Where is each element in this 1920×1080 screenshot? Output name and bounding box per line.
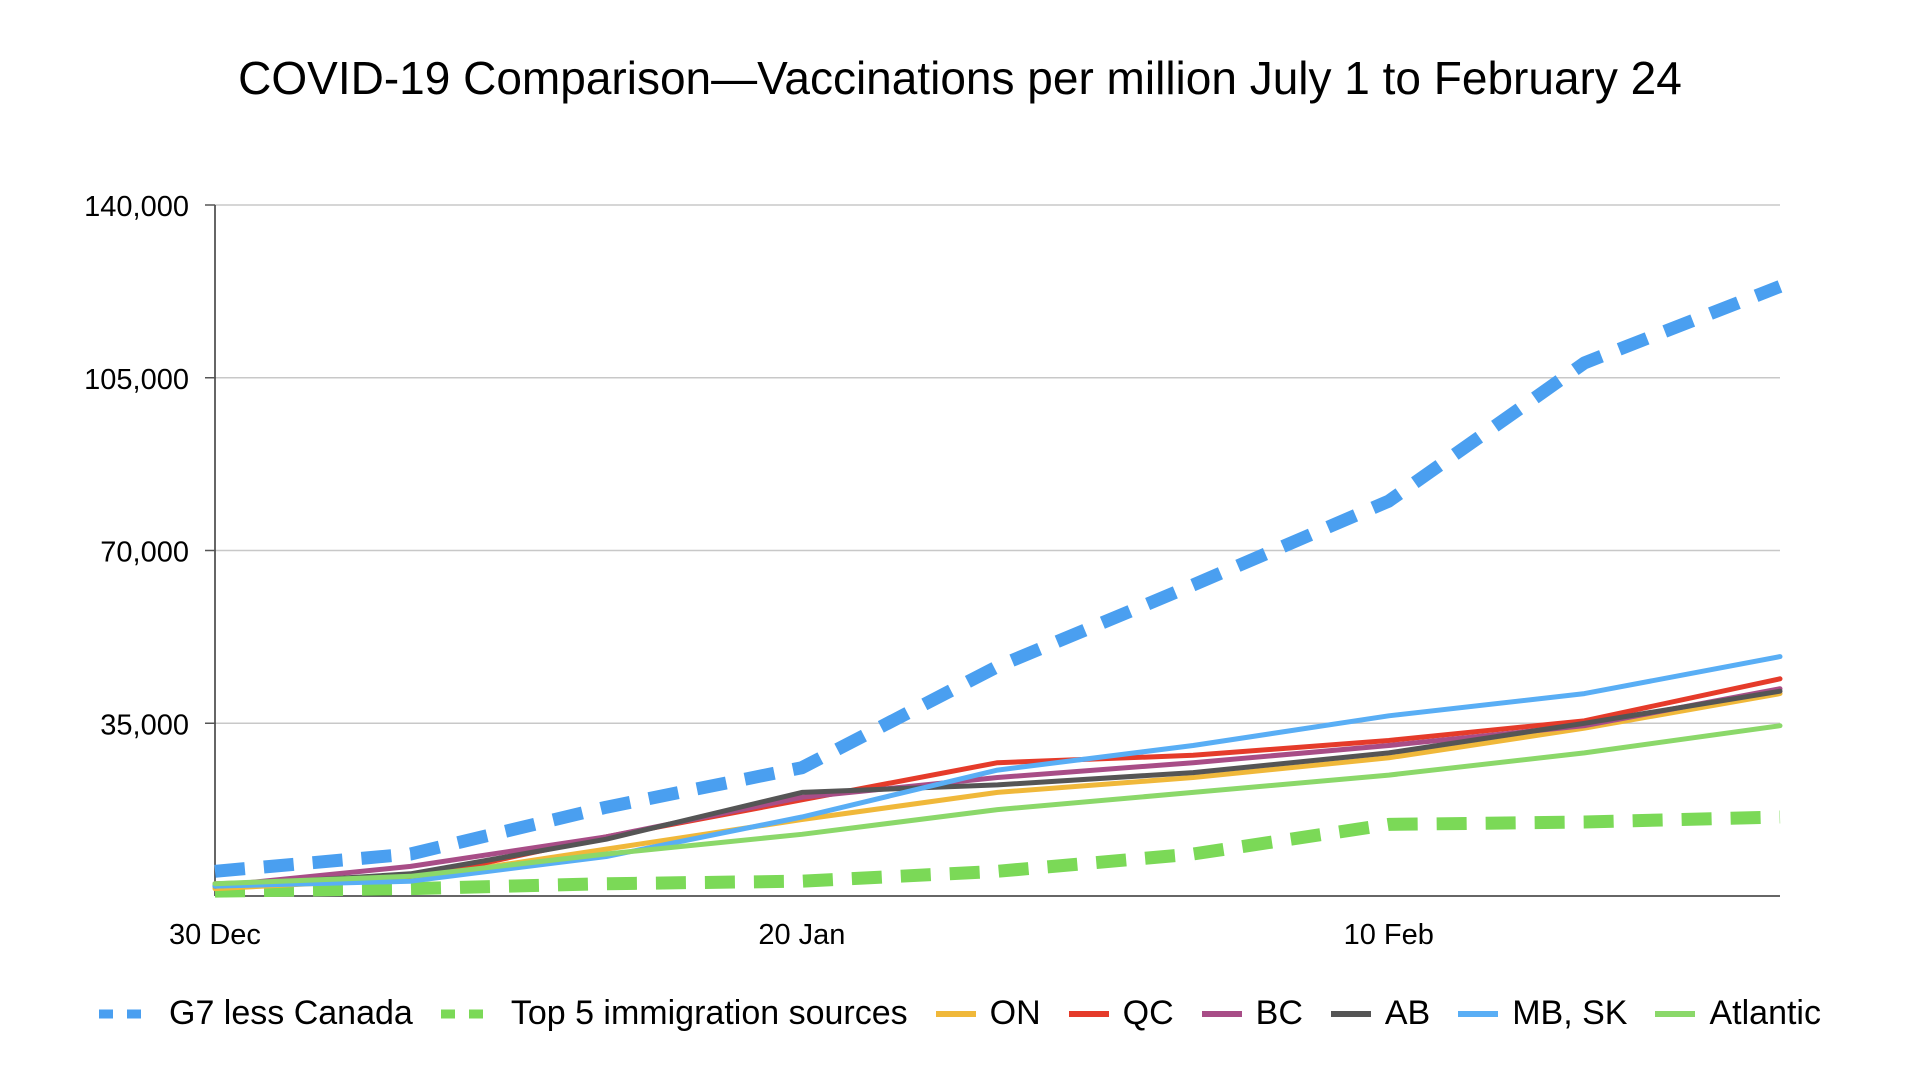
legend-swatch [1068, 1010, 1109, 1017]
legend-label: BC [1255, 994, 1303, 1032]
legend-item: Top 5 immigration sources [440, 994, 908, 1033]
legend-label: Top 5 immigration sources [510, 994, 908, 1032]
y-tick-label: 70,000 [100, 537, 189, 569]
legend-swatch [935, 1010, 976, 1017]
legend-label: MB, SK [1512, 994, 1628, 1032]
x-tick-label: 20 Jan [758, 919, 845, 951]
series-line-top-5-immigration-sources [214, 810, 1781, 898]
y-tick-label: 35,000 [100, 709, 189, 741]
y-axis-ticks: 35,000 70,000 105,000 140,000 [84, 191, 215, 741]
legend-item: Atlantic [1655, 994, 1821, 1033]
legend-swatch [1655, 1010, 1696, 1017]
x-axis-ticks: 30 Dec 20 Jan 10 Feb [169, 919, 1434, 951]
line-chart: 35,000 70,000 105,000 140,000 30 Dec 20 Jan 1… [84, 191, 1783, 951]
legend-label: QC [1122, 994, 1174, 1032]
x-tick-label: 10 Feb [1344, 919, 1434, 951]
legend-item: BC [1201, 994, 1303, 1033]
gridlines [215, 204, 1780, 724]
series-line-atlantic [212, 723, 1783, 887]
series-line-mb-sk [212, 654, 1783, 889]
legend-item: MB, SK [1458, 994, 1627, 1033]
legend-item: AB [1330, 994, 1431, 1033]
legend: G7 less Canada Top 5 immigration sources O… [0, 994, 1920, 1033]
legend-label: G7 less Canada [169, 994, 413, 1032]
chart-title: COVID-19 Comparison—Vaccinations per mil… [238, 52, 1682, 104]
legend-item: ON [935, 994, 1041, 1033]
legend-item: QC [1068, 994, 1174, 1033]
legend-swatch [1330, 1010, 1371, 1017]
series-line-g7-less-canada [214, 280, 1783, 878]
legend-swatch [440, 1009, 497, 1018]
legend-item: G7 less Canada [99, 994, 413, 1033]
series-lines [212, 280, 1783, 898]
x-tick-label: 30 Dec [169, 919, 261, 951]
series-line-ab [212, 688, 1783, 889]
legend-swatch [1201, 1010, 1242, 1017]
legend-swatch [1458, 1010, 1499, 1017]
series-line-qc [212, 676, 1783, 887]
legend-swatch [99, 1009, 155, 1018]
y-tick-label: 105,000 [84, 364, 189, 396]
legend-label: ON [989, 994, 1041, 1032]
legend-label: Atlantic [1709, 994, 1821, 1032]
y-tick-label: 140,000 [84, 191, 189, 223]
legend-label: AB [1384, 994, 1431, 1032]
